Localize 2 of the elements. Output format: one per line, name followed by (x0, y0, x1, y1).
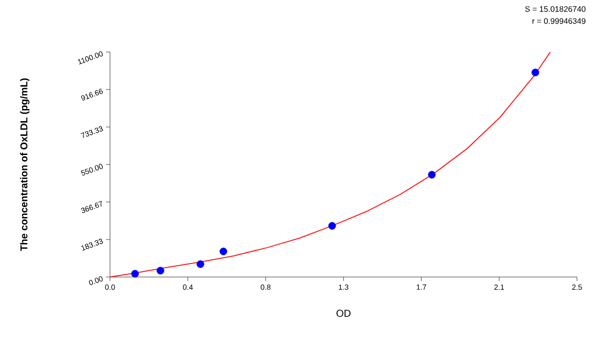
x-axis-title: OD (336, 310, 351, 317)
y-axis-title: The concentration of OxLDL (pg/mL) (20, 78, 30, 252)
